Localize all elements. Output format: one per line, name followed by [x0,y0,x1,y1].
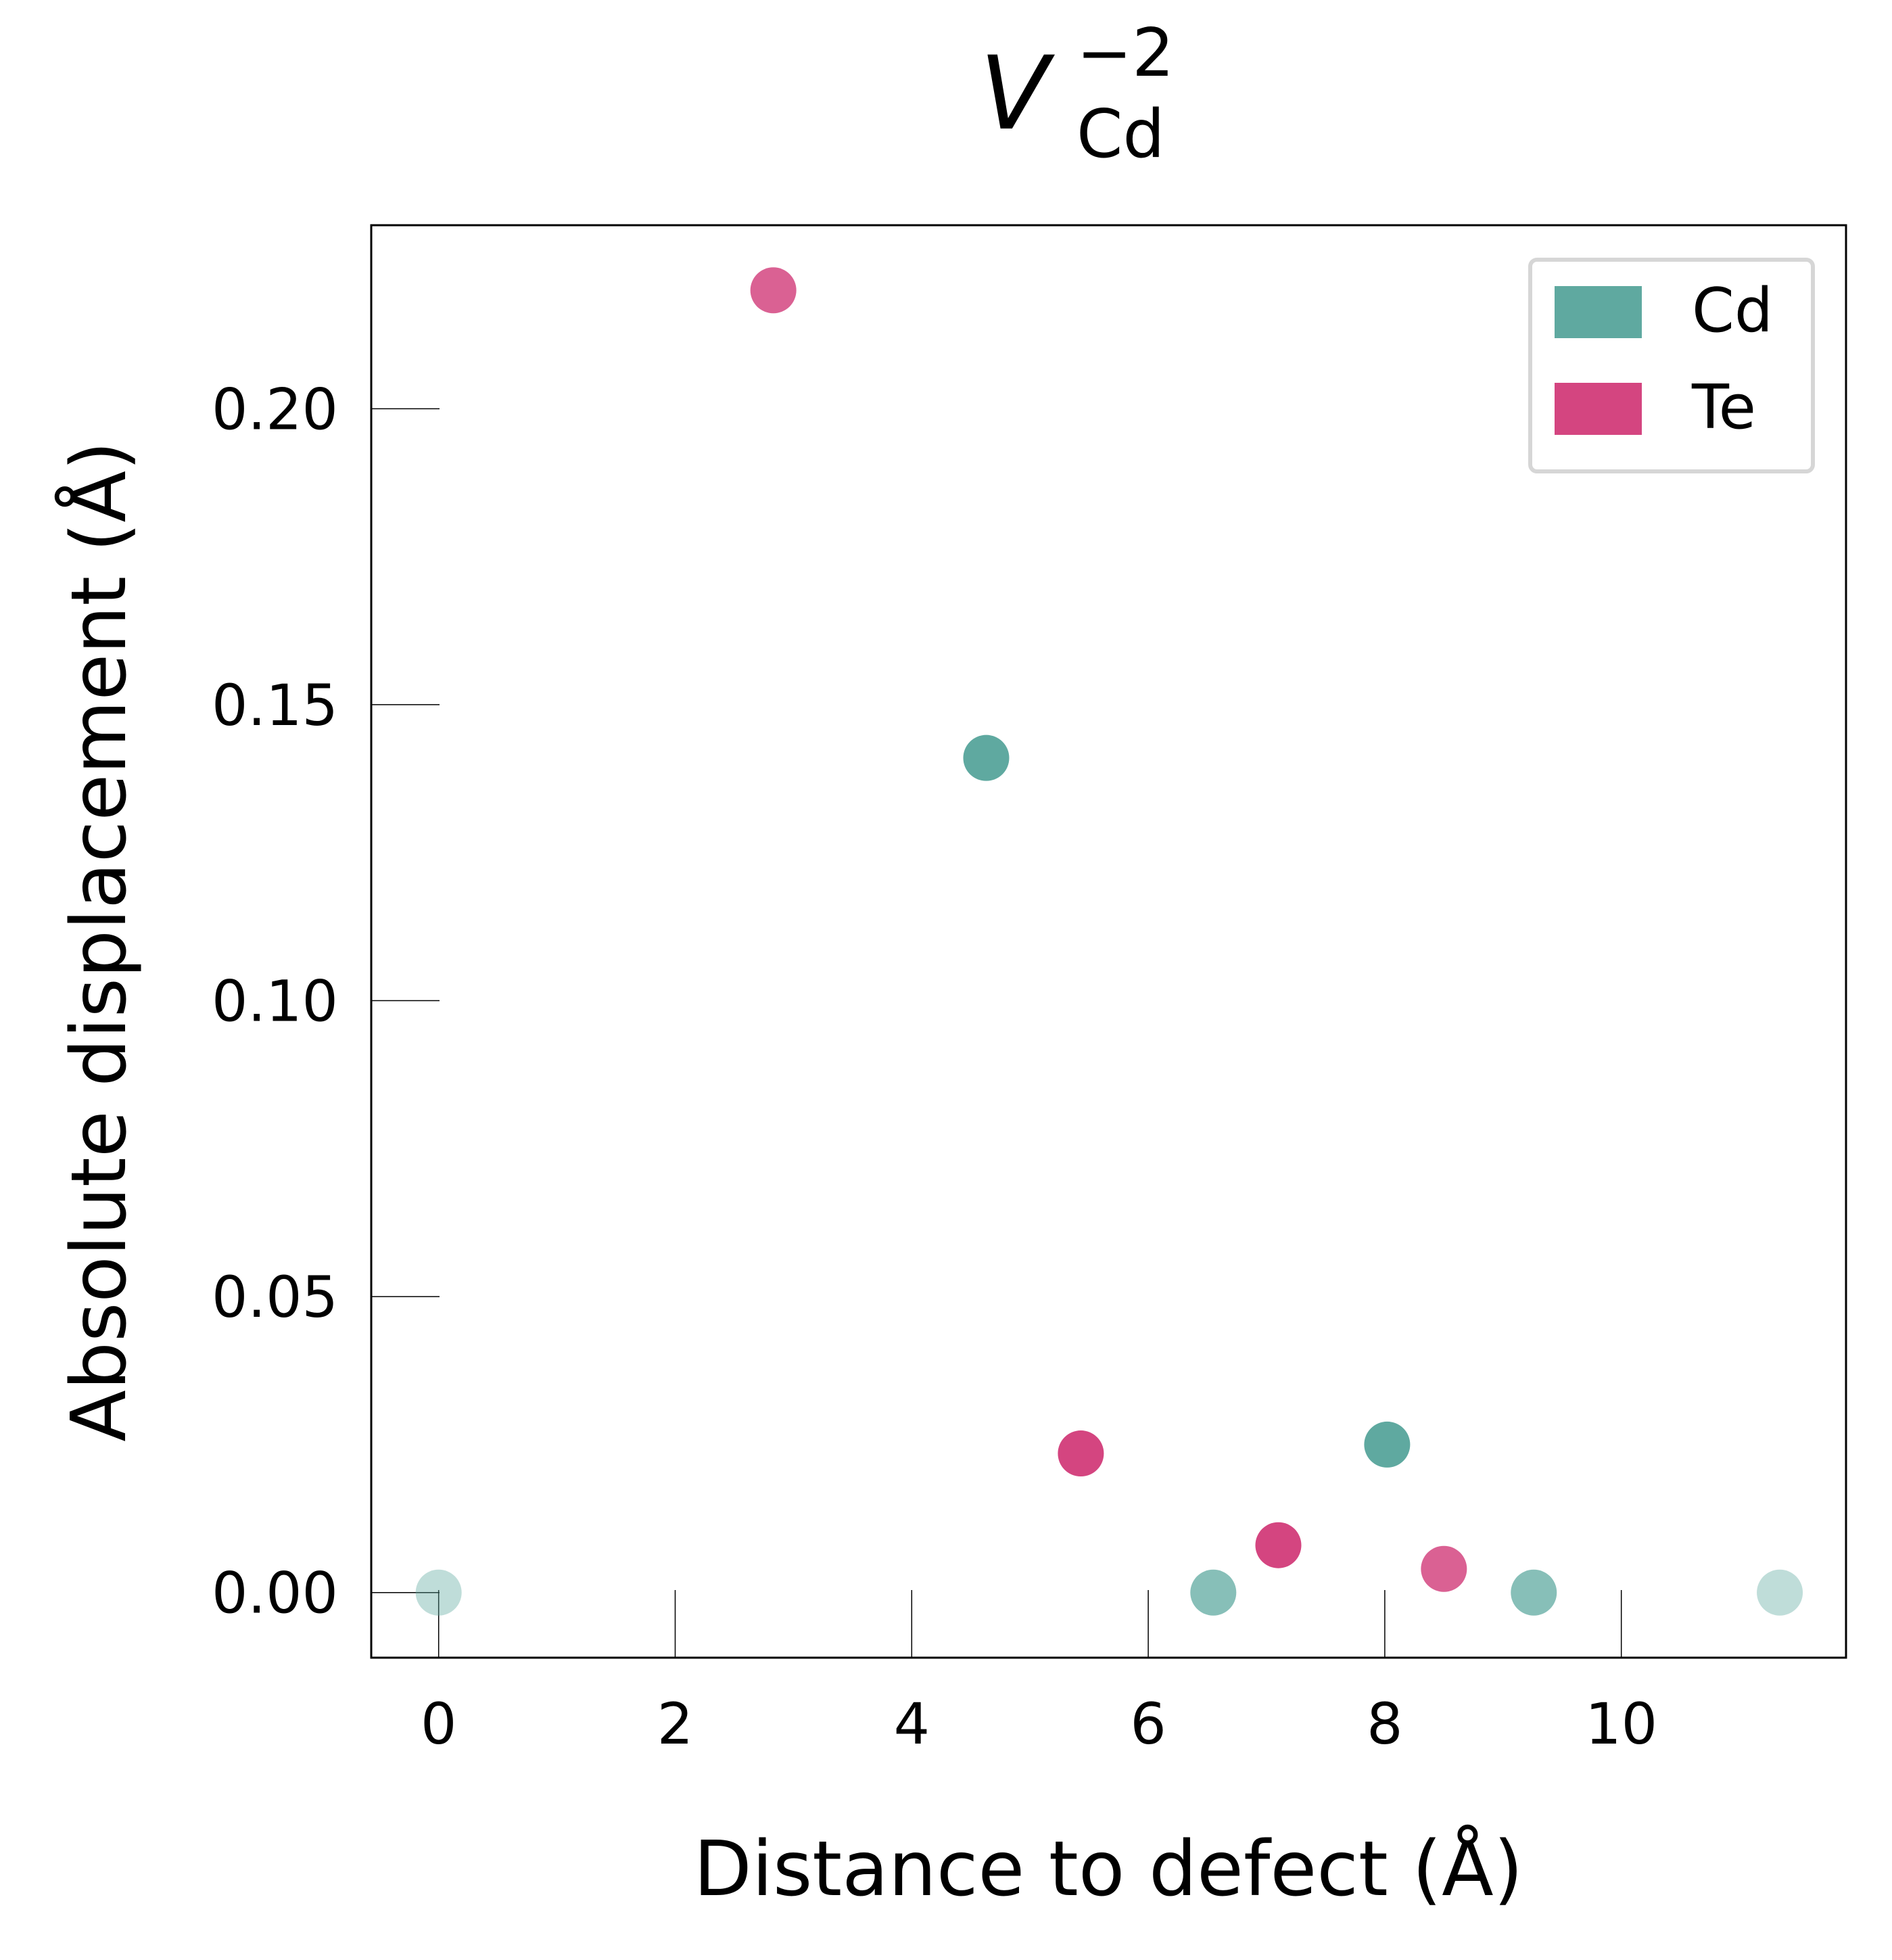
chart-title-base: V [980,35,1056,153]
chart-title-superscript: −2 [1077,15,1174,92]
chart-title: V Cd −2 [980,15,1175,173]
legend-label-cd: Cd [1692,275,1773,346]
x-axis-label: Distance to defect (Å) [694,1825,1523,1913]
y-tick-label: 0.00 [212,1560,338,1627]
y-tick-label: 0.10 [212,969,338,1035]
data-point-te[interactable] [750,267,797,314]
legend-swatch-te [1555,383,1642,435]
data-point-te[interactable] [1255,1522,1302,1568]
x-tick-label: 4 [894,1691,930,1757]
x-tick-label: 8 [1367,1691,1402,1757]
plot-area-frame [370,224,1847,1659]
x-axis-ticks: 0 2 4 6 8 10 [421,1590,1657,1757]
data-point-cd[interactable] [1757,1569,1803,1616]
legend[interactable]: Cd Te [1528,258,1815,473]
x-tick-label: 6 [1130,1691,1166,1757]
data-point-cd[interactable] [1190,1569,1237,1616]
y-tick-label: 0.05 [212,1264,338,1330]
y-axis-label: Absolute displacement (Å) [55,441,143,1442]
legend-swatch-cd [1555,286,1642,338]
y-tick-label: 0.15 [212,672,338,739]
chart-title-subscript: Cd [1077,96,1165,173]
data-point-cd[interactable] [1364,1421,1411,1468]
x-tick-label: 0 [421,1691,456,1757]
data-point-cd[interactable] [963,734,1010,781]
legend-label-te: Te [1691,372,1756,443]
data-point-cd[interactable] [1511,1569,1557,1616]
x-tick-label: 10 [1585,1691,1657,1757]
y-axis-ticks: 0.00 0.05 0.10 0.15 0.20 [212,376,440,1627]
data-point-cd[interactable] [415,1569,462,1616]
data-point-te[interactable] [1421,1545,1467,1592]
y-tick-label: 0.20 [212,376,338,442]
data-point-te[interactable] [1058,1430,1104,1477]
data-points [415,267,1803,1616]
x-tick-label: 2 [657,1691,693,1757]
